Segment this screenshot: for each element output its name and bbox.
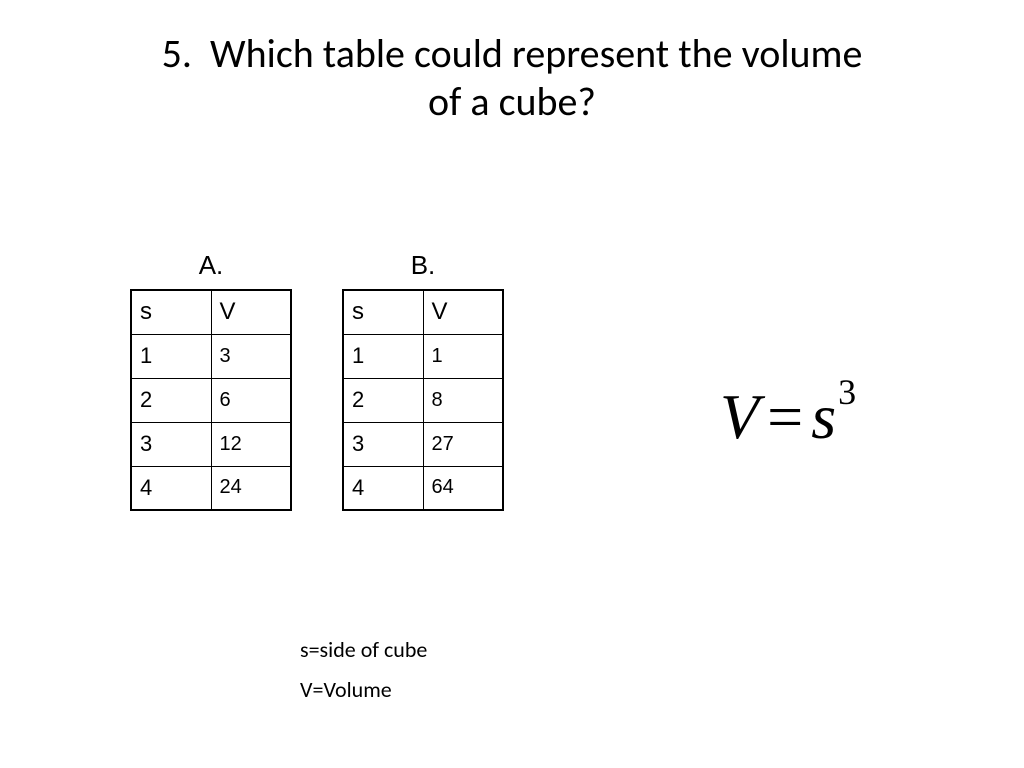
question-text-line1: Which table could represent the volume [210,29,862,78]
table-cell: 1 [423,334,503,378]
table-b-block: B. s V 1 1 2 8 3 27 4 64 [342,250,504,511]
table-cell: 3 [343,422,423,466]
table-b-label: B. [411,250,436,281]
equals-sign: = [759,381,811,452]
table-cell: 2 [131,378,211,422]
table-row: 4 24 [131,466,291,510]
table-row: s V [343,290,503,334]
table-cell: 8 [423,378,503,422]
legend-line-1: s=side of cube [300,630,427,670]
question-title: 5. Which table could represent the volum… [0,30,1024,126]
table-header-cell: V [211,290,291,334]
table-row: 3 27 [343,422,503,466]
table-cell: 3 [131,422,211,466]
table-a-block: A. s V 1 3 2 6 3 12 4 24 [130,250,292,511]
table-cell: 24 [211,466,291,510]
formula-lhs: V [720,381,759,452]
question-number: 5. [162,29,192,78]
table-cell: 3 [211,334,291,378]
table-cell: 4 [343,466,423,510]
table-row: 2 6 [131,378,291,422]
table-cell: 1 [131,334,211,378]
table-cell: 4 [131,466,211,510]
table-row: 1 1 [343,334,503,378]
table-row: 2 8 [343,378,503,422]
table-row: 3 12 [131,422,291,466]
table-cell: 6 [211,378,291,422]
formula-rhs-base: s [811,381,836,452]
legend: s=side of cube V=Volume [300,630,427,709]
table-row: 1 3 [131,334,291,378]
table-row: s V [131,290,291,334]
tables-area: A. s V 1 3 2 6 3 12 4 24 B. [130,250,504,511]
table-a-label: A. [199,250,224,281]
table-row: 4 64 [343,466,503,510]
table-a: s V 1 3 2 6 3 12 4 24 [130,289,292,511]
question-text-line2: of a cube? [428,77,596,126]
table-header-cell: s [131,290,211,334]
table-cell: 12 [211,422,291,466]
table-cell: 27 [423,422,503,466]
legend-line-2: V=Volume [300,670,427,710]
table-cell: 1 [343,334,423,378]
formula: V=s3 [720,380,854,454]
table-b: s V 1 1 2 8 3 27 4 64 [342,289,504,511]
table-header-cell: V [423,290,503,334]
table-cell: 64 [423,466,503,510]
table-header-cell: s [343,290,423,334]
table-cell: 2 [343,378,423,422]
formula-rhs-exponent: 3 [838,372,856,412]
